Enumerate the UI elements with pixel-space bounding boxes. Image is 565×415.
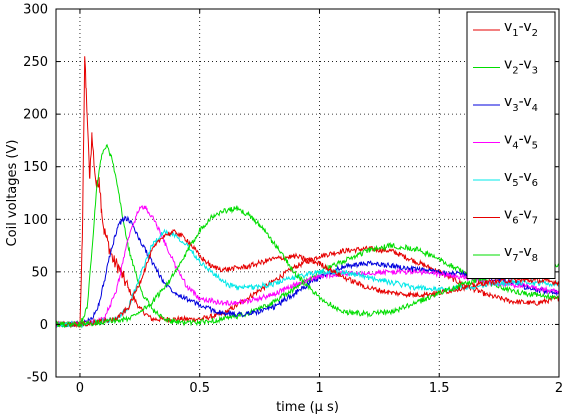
x-tick-label: 1 — [315, 381, 323, 396]
legend-box — [466, 11, 556, 279]
legend-label: v2-v3 — [504, 57, 538, 77]
legend-label: v4-v5 — [504, 132, 538, 152]
axis-ticks: 0 0.5 1 1.5 2 -50 0 50 100 150 200 250 300 — [23, 3, 563, 397]
x-tick-label: 0.5 — [189, 381, 210, 396]
series-line-v6-v7 — [56, 229, 559, 329]
x-tick-label: 0 — [76, 381, 84, 396]
legend: v1-v2 v2-v3 v3-v4 v4-v5 v5-v6 v6-v7 v7-v8 — [466, 11, 556, 279]
y-tick-label: -50 — [27, 371, 48, 386]
grid-lines — [56, 9, 559, 377]
legend-label: v1-v2 — [504, 19, 538, 39]
y-tick-label: 50 — [31, 265, 48, 280]
y-tick-label: 250 — [23, 55, 48, 70]
x-axis-title: time (µ s) — [276, 400, 339, 415]
y-tick-label: 150 — [23, 160, 48, 175]
y-tick-label: 100 — [23, 213, 48, 228]
plot-frame — [55, 8, 560, 378]
y-tick-label: 200 — [23, 108, 48, 123]
x-tick-label: 1.5 — [429, 381, 450, 396]
y-axis-title: Coil voltages (V) — [5, 140, 20, 247]
legend-label: v7-v8 — [504, 244, 538, 264]
legend-label: v5-v6 — [504, 169, 538, 189]
legend-label: v6-v7 — [504, 207, 538, 227]
y-tick-label: 0 — [40, 318, 48, 333]
x-tick-label: 2 — [555, 381, 563, 396]
y-tick-label: 300 — [23, 3, 48, 18]
legend-label: v3-v4 — [504, 94, 538, 114]
